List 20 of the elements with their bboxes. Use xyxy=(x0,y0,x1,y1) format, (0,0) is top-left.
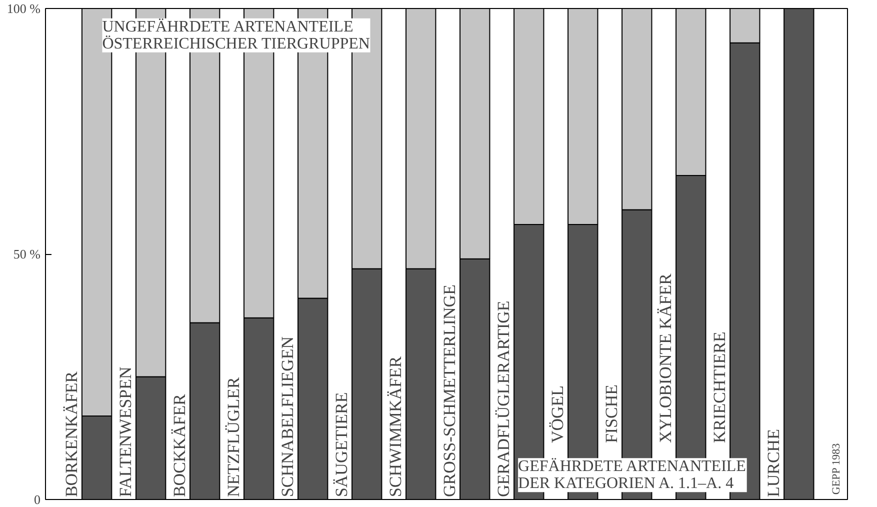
series-label: UNGEFÄHRDETE ARTENANTEILE ÖSTERREICHISCHER TIERGRUPPEN xyxy=(102,18,370,52)
x-tick-label: LURCHE xyxy=(764,429,784,498)
x-tick-label: SÄUGETIERE xyxy=(332,392,351,498)
x-tick-label: FALTENWESPEN xyxy=(116,366,135,498)
x-tick-label: VÖGEL xyxy=(548,385,567,444)
x-tick-label: FISCHE xyxy=(602,384,621,444)
x-tick-label: XYLOBIONTE KÄFER xyxy=(656,272,675,444)
x-tick-label: KRIECHTIERE xyxy=(710,332,730,444)
annotation: GEPP 1983 xyxy=(830,442,843,495)
x-tick-label: SCHWIMMKÄFER xyxy=(386,356,405,498)
x-tick-label: SCHNABELFLIEGEN xyxy=(278,336,297,498)
series-label: GEFÄHRDETE ARTENANTEILE DER KATEGORIEN A. 1.1–A. 4 xyxy=(518,458,746,492)
x-tick-label: BOCKKÄFER xyxy=(170,393,189,498)
x-tick-label: NETZFLÜGLER xyxy=(224,376,243,498)
x-tick-label: BORKENKÄFER xyxy=(62,370,81,498)
y-tick-label: 0 xyxy=(34,492,40,507)
y-tick-label: 50 % xyxy=(13,246,41,262)
y-tick-label: 100 % xyxy=(6,1,41,16)
x-tick-label: GROSS-SCHMETTERLINGE xyxy=(440,284,459,498)
x-tick-label: GERADFLÜGLERARTIGE xyxy=(494,300,513,498)
